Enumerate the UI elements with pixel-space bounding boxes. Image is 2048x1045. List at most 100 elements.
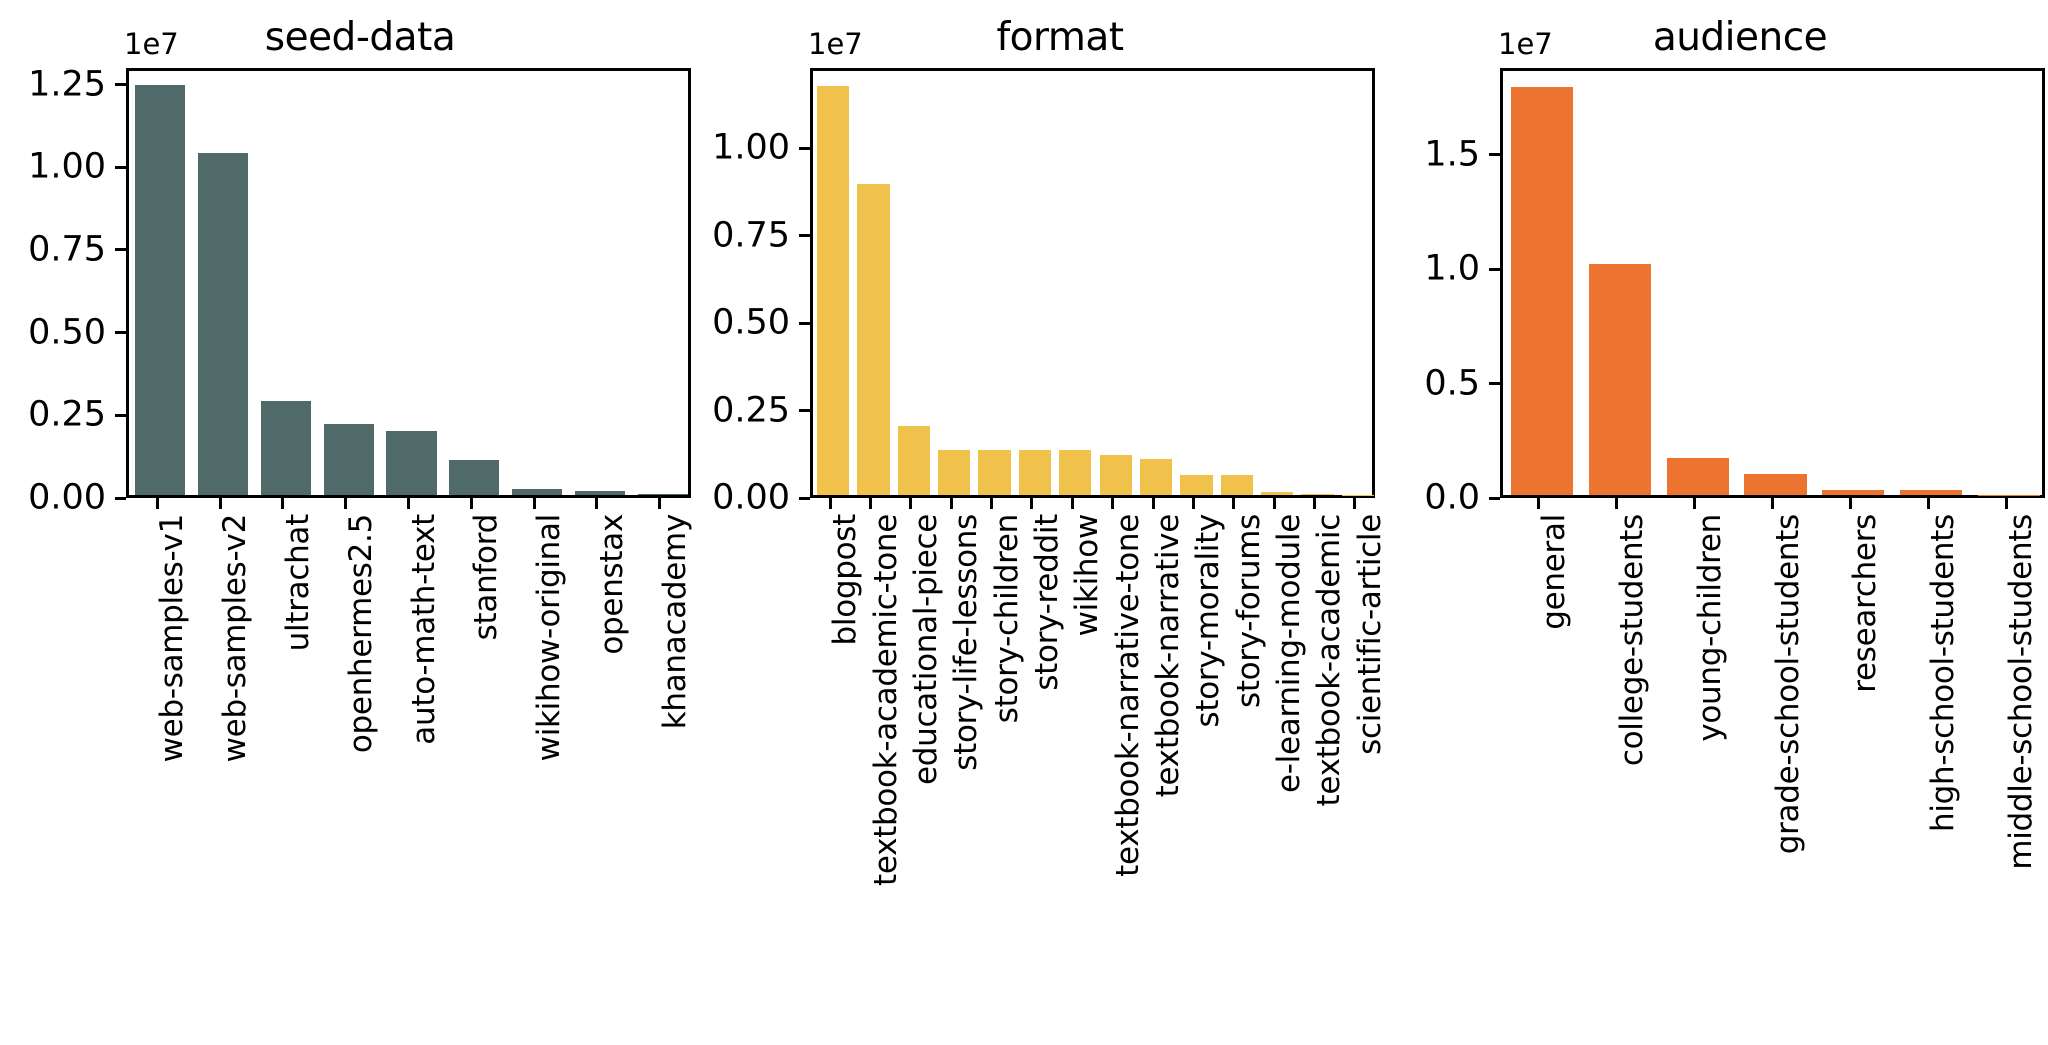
subplot-seed-data: seed-data 1e7 0.00 0.25 0.50 0.75 1.00 1.25 w… xyxy=(0,0,700,1045)
bar xyxy=(1822,489,1885,495)
x-tick-mark xyxy=(1111,498,1115,509)
x-tick-label: ultrachat xyxy=(279,514,316,652)
y-tick-label: 1.5 xyxy=(1424,134,1480,175)
x-tick-label: wikihow-original xyxy=(531,514,568,762)
x-tick-mark xyxy=(909,498,913,509)
y-tick-label: 1.25 xyxy=(28,64,106,105)
x-tick-mark xyxy=(1232,498,1236,509)
x-tick-mark xyxy=(1151,498,1155,509)
y-tick-mark xyxy=(115,413,126,417)
y-axis-offset-label: 1e7 xyxy=(1498,27,1553,61)
bar xyxy=(1220,474,1253,495)
y-tick-mark xyxy=(115,496,126,500)
x-tick-label: openstax xyxy=(593,514,630,655)
y-tick-mark xyxy=(1489,267,1500,271)
bar xyxy=(1139,459,1173,495)
x-tick-label: story-reddit xyxy=(1028,514,1065,691)
x-tick-label: college-students xyxy=(1613,514,1650,767)
y-tick-label: 1.0 xyxy=(1424,248,1480,289)
x-tick-mark xyxy=(407,498,410,509)
x-tick-label: textbook-academic xyxy=(1311,514,1348,807)
y-tick-mark xyxy=(799,234,810,238)
bar xyxy=(1180,474,1213,495)
y-tick-mark xyxy=(799,321,810,325)
y-tick-label: 1.00 xyxy=(28,146,106,187)
bar-series xyxy=(813,71,1374,495)
y-tick-mark xyxy=(799,409,810,413)
bar xyxy=(135,84,186,495)
y-tick-mark xyxy=(1489,153,1500,157)
x-tick-label: story-children xyxy=(988,514,1025,724)
subplot-format: format 1e7 0.00 0.25 0.50 0.75 1.00 blogpost… xyxy=(700,0,1400,1045)
x-tick-mark xyxy=(1191,498,1195,509)
y-tick-mark xyxy=(1489,496,1500,500)
y-tick-mark xyxy=(799,146,810,150)
y-tick-label: 0.00 xyxy=(28,477,106,518)
x-tick-mark xyxy=(1030,498,1034,509)
x-tick-label: textbook-narrative xyxy=(1150,514,1187,798)
x-tick-mark xyxy=(2004,498,2008,509)
y-tick-mark xyxy=(115,83,126,87)
y-tick-label: 0.0 xyxy=(1424,477,1480,518)
x-tick-label: educational-piece xyxy=(907,514,944,785)
x-tick-label: researchers xyxy=(1847,514,1884,693)
x-tick-label: auto-math-text xyxy=(405,514,442,745)
x-tick-label: high-school-students xyxy=(1925,514,1962,833)
bar xyxy=(1510,86,1574,495)
x-tick-mark xyxy=(532,498,536,509)
y-tick-label: 0.75 xyxy=(28,229,106,270)
plot-area xyxy=(1500,68,2045,498)
y-tick-mark xyxy=(115,248,126,252)
x-tick-label: textbook-academic-tone xyxy=(867,514,904,886)
bar xyxy=(198,152,249,495)
bar xyxy=(938,449,971,495)
plot-area xyxy=(126,68,691,498)
y-tick-label: 0.50 xyxy=(712,302,790,343)
x-tick-label: khanacademy xyxy=(656,514,693,730)
y-tick-label: 0.25 xyxy=(28,394,106,435)
x-tick-mark xyxy=(469,498,473,509)
y-axis-offset-label: 1e7 xyxy=(808,27,863,61)
panel-title: seed-data xyxy=(264,15,456,60)
panel-title: audience xyxy=(1652,15,1828,60)
bar xyxy=(449,460,500,495)
bar-series xyxy=(129,71,688,495)
x-tick-label: blogpost xyxy=(827,514,864,646)
bar xyxy=(1301,494,1334,495)
x-tick-label: stanford xyxy=(468,514,505,641)
x-tick-label: middle-school-students xyxy=(2003,514,2040,870)
x-tick-mark xyxy=(869,498,873,509)
plot-area xyxy=(810,68,1375,498)
x-tick-mark xyxy=(218,498,222,509)
x-tick-label: young-children xyxy=(1691,514,1728,742)
y-axis-offset-label: 1e7 xyxy=(124,27,179,61)
x-tick-mark xyxy=(1272,498,1276,509)
x-tick-label: e-learning-module xyxy=(1271,514,1308,793)
bar xyxy=(323,423,374,495)
bar xyxy=(1059,450,1092,495)
x-tick-mark xyxy=(828,498,832,509)
bar xyxy=(897,426,931,495)
bar xyxy=(574,491,625,495)
x-tick-mark xyxy=(1848,498,1852,509)
bar xyxy=(1744,474,1807,495)
bar xyxy=(1018,450,1052,495)
x-tick-mark xyxy=(1615,498,1619,509)
bar xyxy=(1666,458,1729,495)
x-tick-mark xyxy=(155,498,159,509)
x-tick-label: grade-school-students xyxy=(1769,514,1806,855)
y-tick-mark xyxy=(115,165,126,169)
y-tick-label: 0.25 xyxy=(712,390,790,431)
x-tick-label: story-life-lessons xyxy=(948,514,985,771)
x-tick-mark xyxy=(595,498,599,509)
y-tick-mark xyxy=(115,331,126,335)
subplot-audience: audience 1e7 0.0 0.5 1.0 1.5 general college… xyxy=(1400,0,2048,1045)
bar xyxy=(817,85,850,495)
x-tick-label: textbook-narrative-tone xyxy=(1109,514,1146,877)
y-tick-label: 0.50 xyxy=(28,312,106,353)
panel-title: format xyxy=(996,15,1124,60)
x-tick-label: scientific-article xyxy=(1351,514,1388,755)
x-tick-label: openhermes2.5 xyxy=(342,514,379,754)
y-tick-label: 0.5 xyxy=(1424,363,1480,404)
y-tick-label: 0.75 xyxy=(712,215,790,256)
